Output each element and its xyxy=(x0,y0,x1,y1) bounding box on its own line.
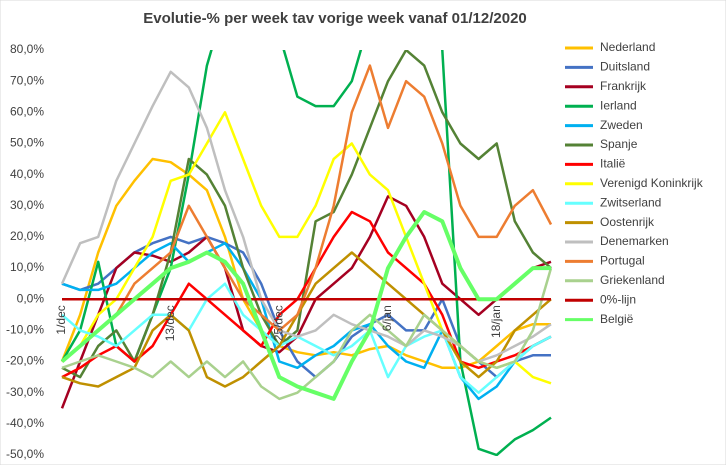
y-tick-label: -30,0% xyxy=(6,385,44,399)
legend-label: Spanje xyxy=(600,137,638,151)
legend-label: Verenigd Koninkrijk xyxy=(600,176,704,190)
series-line xyxy=(61,241,552,401)
y-tick-label: 30,0% xyxy=(10,198,44,212)
y-tick-label: 60,0% xyxy=(10,104,44,118)
series-line xyxy=(61,50,552,379)
y-tick-label: 70,0% xyxy=(10,73,44,87)
y-tick-label: 50,0% xyxy=(10,136,44,150)
x-tick-label: 6/jan xyxy=(380,305,394,331)
y-tick-label: 10,0% xyxy=(10,260,44,274)
y-tick-label: 20,0% xyxy=(10,229,44,243)
legend-label: Ierland xyxy=(600,98,637,112)
x-tick-label: 25/dec xyxy=(272,305,286,341)
x-tick-label: 18/jan xyxy=(489,305,503,338)
y-tick-label: -20,0% xyxy=(6,354,44,368)
series-line xyxy=(61,267,553,401)
legend-label: Zwitserland xyxy=(600,195,661,209)
legend-label: Zweden xyxy=(600,118,643,132)
legend-label: België xyxy=(600,312,634,326)
legend-label: Frankrijk xyxy=(600,79,647,93)
y-tick-label: 40,0% xyxy=(10,167,44,181)
series-line xyxy=(61,64,553,363)
legend-label: Italië xyxy=(600,157,626,171)
x-tick-label: 13/dec xyxy=(163,305,177,341)
legend-label: Duitsland xyxy=(600,60,650,74)
legend-label: Oostenrijk xyxy=(600,215,655,229)
legend-label: Portugal xyxy=(600,254,645,268)
series-line xyxy=(60,210,551,401)
legend-label: Denemarken xyxy=(600,234,669,248)
y-tick-label: -50,0% xyxy=(6,447,44,461)
legend-label: Nederland xyxy=(600,40,655,54)
y-tick-label: 80,0% xyxy=(10,42,44,56)
series-line xyxy=(61,282,552,394)
legend-label: Griekenland xyxy=(600,273,665,287)
y-tick-label: -10,0% xyxy=(6,323,44,337)
series-line xyxy=(61,210,552,379)
x-tick-label: 1/dec xyxy=(54,305,68,334)
y-tick-label: -40,0% xyxy=(6,416,44,430)
chart-title: Evolutie-% per week tav vorige week vana… xyxy=(143,10,527,27)
y-tick-label: 0,0% xyxy=(17,291,45,305)
legend-label: 0%-lijn xyxy=(600,292,636,306)
